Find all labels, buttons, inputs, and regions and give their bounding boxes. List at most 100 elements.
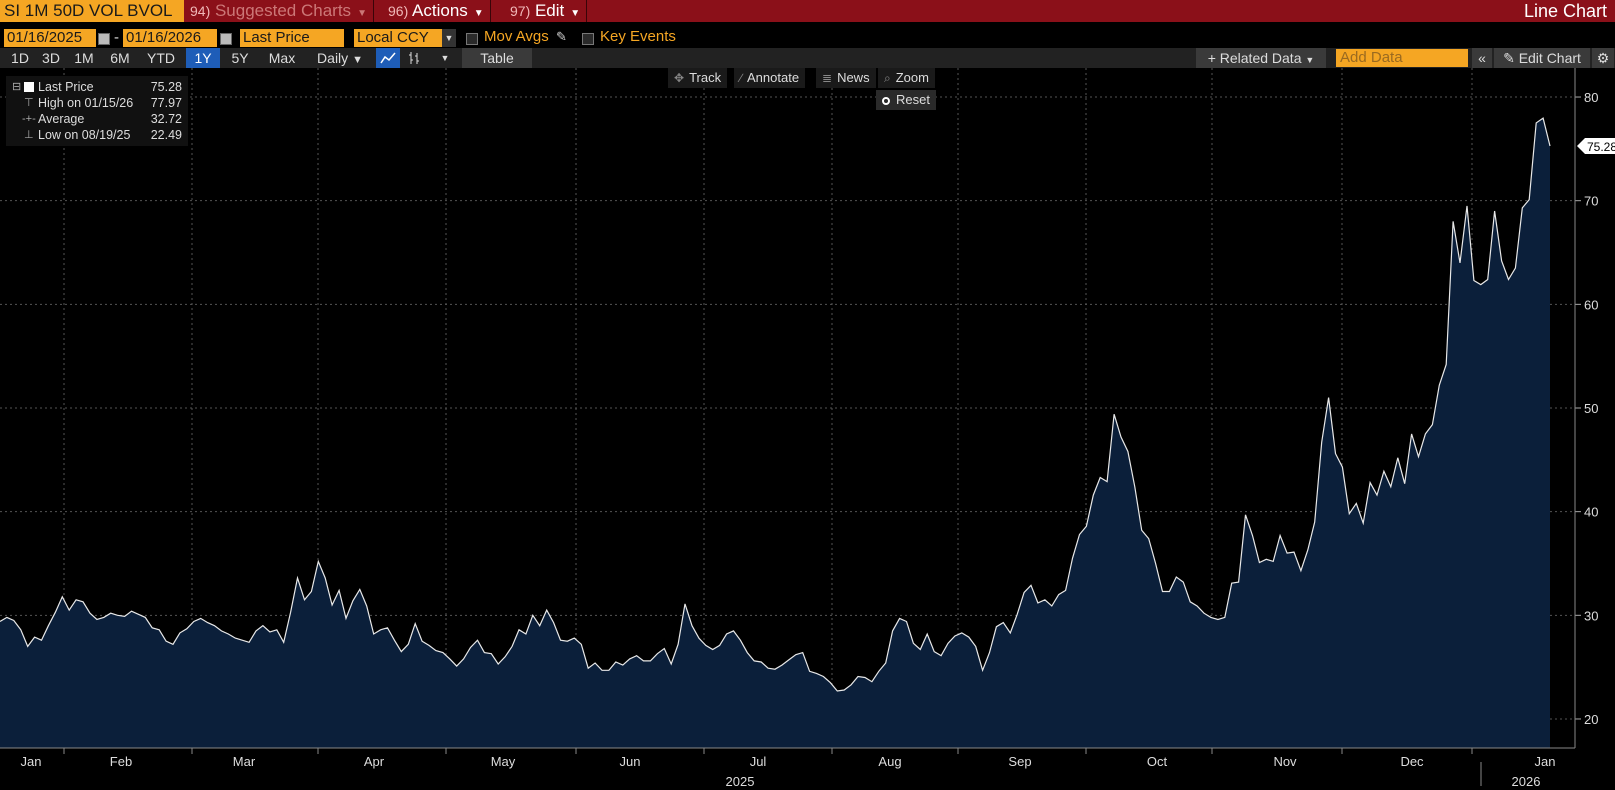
annotate-tool[interactable]: ∕ Annotate <box>734 68 806 88</box>
menu-label: Edit <box>534 1 565 20</box>
range-button-1d[interactable]: 1D <box>11 50 29 66</box>
series-area <box>0 118 1550 749</box>
line-chart-style-icon[interactable] <box>376 48 400 68</box>
x-tick-label: Jul <box>750 754 767 769</box>
radio-icon <box>882 97 890 105</box>
range-button-6m[interactable]: 6M <box>110 50 130 66</box>
date-separator: - <box>114 29 119 46</box>
y-tick-label: 30 <box>1584 608 1598 623</box>
caret-down-icon: ▼ <box>473 8 484 19</box>
related-data-label: Related Data <box>1219 50 1302 66</box>
zoom-tool[interactable]: ⌕ Zoom <box>878 68 935 88</box>
y-tick-label: 40 <box>1584 505 1598 520</box>
key-events-checkbox[interactable] <box>582 33 594 45</box>
x-tick-label: Jan <box>21 754 42 769</box>
gear-icon[interactable]: ⚙ <box>1592 48 1614 68</box>
x-tick-label: Feb <box>110 754 132 769</box>
currency-dropdown-icon[interactable]: ▼ <box>442 29 456 47</box>
low-marker-icon: ⊥ <box>24 129 34 141</box>
range-button-1y[interactable]: 1Y <box>186 48 220 68</box>
legend-average: -+- Average 32.72 <box>6 111 188 127</box>
add-data-input[interactable]: Add Data <box>1336 49 1468 67</box>
average-marker-icon: -+- <box>22 113 36 125</box>
edit-menu[interactable]: 97) Edit ▼ <box>504 0 588 22</box>
x-tick-label: Aug <box>878 754 901 769</box>
legend-label: High on 01/15/26 <box>38 96 134 110</box>
end-date-input[interactable]: 01/16/2026 <box>123 29 217 47</box>
key-events-label[interactable]: Key Events <box>600 28 676 45</box>
line-chart-style-glyph <box>380 52 396 64</box>
legend-value: 22.49 <box>150 128 182 142</box>
range-button-max[interactable]: Max <box>268 50 296 66</box>
edit-chart-button[interactable]: ✎ Edit Chart <box>1494 48 1590 68</box>
x-tick-label: Apr <box>364 754 385 769</box>
range-button-ytd[interactable]: YTD <box>147 50 175 66</box>
magnifier-icon: ⌕ <box>884 71 891 85</box>
legend-last-price[interactable]: ⊟ Last Price 75.28 <box>6 79 188 95</box>
last-price-tag-label: 75.28 <box>1587 140 1615 154</box>
series-swatch <box>24 82 34 92</box>
related-data-button[interactable]: + Related Data ▼ <box>1196 48 1326 68</box>
x-tick-label: Dec <box>1400 754 1424 769</box>
x-tick-label: Jan <box>1535 754 1556 769</box>
table-button[interactable]: Table <box>462 48 532 68</box>
annotate-pen-icon: ∕ <box>740 71 743 85</box>
x-tick-label: Oct <box>1147 754 1168 769</box>
chart-style-dropdown-icon[interactable]: ▼ <box>440 53 450 63</box>
pencil-icon[interactable]: ✎ <box>556 29 567 44</box>
menu-number: 97) <box>510 3 531 19</box>
track-tool[interactable]: ✥ Track <box>668 68 728 88</box>
legend-low: ⊥ Low on 08/19/25 22.49 <box>6 127 188 143</box>
legend-box: ⊟ Last Price 75.28 ⊤ High on 01/15/26 77… <box>6 76 188 146</box>
calendar-icon[interactable] <box>220 33 232 45</box>
caret-down-icon: ▼ <box>357 8 367 19</box>
frequency-label: Daily <box>317 50 349 66</box>
y-tick-label: 80 <box>1584 90 1598 105</box>
reset-label: Reset <box>896 92 930 107</box>
menu-label: Suggested Charts <box>214 1 352 20</box>
x-tick-label: May <box>491 754 516 769</box>
legend-value: 32.72 <box>150 112 182 126</box>
news-icon: ≣ <box>822 71 833 85</box>
line-chart[interactable]: 20 30 40 50 60 70 80 75.28 Jan Feb Mar Apr May Jun Jul… <box>0 68 1615 790</box>
range-button-3d[interactable]: 3D <box>42 50 60 66</box>
annotate-label: Annotate <box>747 70 800 85</box>
legend-label: Last Price <box>38 80 94 94</box>
actions-menu[interactable]: 96) Actions ▼ <box>382 0 491 22</box>
legend-high: ⊤ High on 01/15/26 77.97 <box>6 95 188 111</box>
frequency-dropdown[interactable]: Daily ▼ <box>312 48 368 68</box>
range-button-1m[interactable]: 1M <box>74 50 94 66</box>
top-menu-bar <box>0 0 1615 22</box>
field-selector[interactable]: Last Price <box>240 29 344 47</box>
menu-label: Actions <box>412 1 468 20</box>
security-ticker-field[interactable]: SI 1M 50D VOL BVOL <box>0 0 184 22</box>
collapse-icon[interactable]: « <box>1472 48 1492 68</box>
year-label: 2025 <box>726 774 755 789</box>
range-button-5y[interactable]: 5Y <box>231 50 249 66</box>
series-line[interactable] <box>0 117 1551 692</box>
collapse-tree-icon: ⊟ <box>12 81 22 93</box>
crosshair-icon: ✥ <box>674 71 685 85</box>
currency-selector[interactable]: Local CCY <box>354 29 442 47</box>
bar-chart-style-icon[interactable] <box>402 48 426 68</box>
x-tick-label: Sep <box>1008 754 1031 769</box>
news-tool[interactable]: ≣ News <box>816 68 876 88</box>
pencil-icon: ✎ <box>1503 50 1515 66</box>
mov-avgs-checkbox[interactable] <box>466 33 478 45</box>
y-tick-label: 60 <box>1584 297 1598 312</box>
x-tick-label: Mar <box>233 754 256 769</box>
mov-avgs-label[interactable]: Mov Avgs <box>484 28 549 45</box>
x-tick-label: Nov <box>1273 754 1297 769</box>
start-date-input[interactable]: 01/16/2025 <box>4 29 96 47</box>
caret-down-icon: ▼ <box>570 8 581 19</box>
y-tick-label: 70 <box>1584 194 1598 209</box>
legend-label: Low on 08/19/25 <box>38 128 131 142</box>
legend-value: 77.97 <box>150 96 182 110</box>
calendar-icon[interactable] <box>98 33 110 45</box>
high-marker-icon: ⊤ <box>24 97 34 109</box>
year-label: 2026 <box>1512 774 1541 789</box>
reset-button[interactable]: Reset <box>876 90 936 110</box>
last-price-tag <box>1577 137 1615 154</box>
y-tick-label: 50 <box>1584 401 1598 416</box>
suggested-charts-menu[interactable]: 94) Suggested Charts ▼ <box>184 0 374 22</box>
